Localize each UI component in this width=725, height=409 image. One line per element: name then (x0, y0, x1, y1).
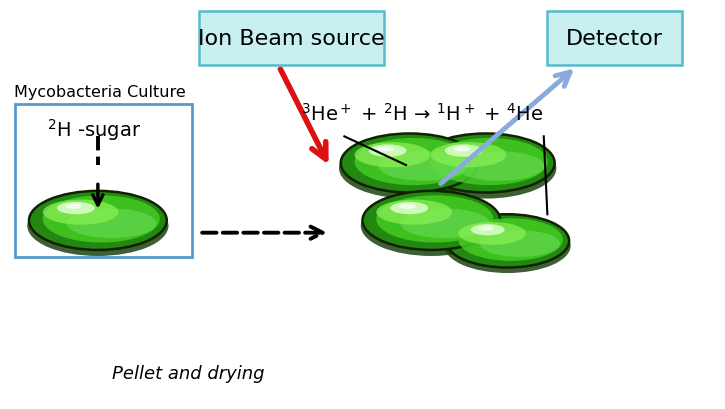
Ellipse shape (57, 202, 95, 215)
Text: $^2$H -sugar: $^2$H -sugar (47, 117, 141, 142)
Ellipse shape (67, 209, 157, 238)
Ellipse shape (341, 134, 478, 193)
Ellipse shape (444, 145, 483, 157)
Text: $^3$He$^+$ + $^2$H → $^1$H$^+$ + $^4$He: $^3$He$^+$ + $^2$H → $^1$H$^+$ + $^4$He (301, 103, 544, 125)
Ellipse shape (453, 147, 471, 152)
Ellipse shape (376, 200, 452, 225)
Ellipse shape (355, 143, 430, 168)
Ellipse shape (478, 226, 494, 231)
Ellipse shape (368, 145, 407, 157)
Ellipse shape (480, 231, 560, 257)
Ellipse shape (28, 196, 168, 256)
Ellipse shape (361, 196, 502, 256)
Ellipse shape (65, 204, 83, 209)
Ellipse shape (446, 215, 569, 268)
Ellipse shape (29, 191, 167, 250)
Ellipse shape (377, 147, 394, 152)
Ellipse shape (431, 143, 506, 168)
Ellipse shape (355, 139, 471, 186)
Text: Detector: Detector (566, 29, 663, 49)
Ellipse shape (444, 219, 571, 273)
Ellipse shape (376, 196, 493, 243)
Text: Mycobacteria Culture: Mycobacteria Culture (14, 85, 186, 100)
Text: Pellet and drying: Pellet and drying (112, 364, 265, 382)
Ellipse shape (471, 225, 505, 236)
Ellipse shape (362, 191, 500, 250)
Text: Ion Beam source: Ion Beam source (199, 29, 385, 49)
Ellipse shape (339, 139, 480, 199)
Ellipse shape (400, 209, 490, 238)
FancyBboxPatch shape (547, 12, 682, 65)
Ellipse shape (415, 139, 556, 199)
Ellipse shape (378, 152, 468, 181)
Ellipse shape (458, 222, 526, 245)
FancyBboxPatch shape (199, 12, 384, 65)
Ellipse shape (43, 196, 160, 243)
Ellipse shape (417, 134, 555, 193)
Ellipse shape (399, 204, 416, 209)
Ellipse shape (43, 200, 119, 225)
Ellipse shape (390, 202, 428, 215)
Ellipse shape (455, 152, 544, 181)
Ellipse shape (431, 139, 548, 186)
Ellipse shape (458, 219, 563, 261)
